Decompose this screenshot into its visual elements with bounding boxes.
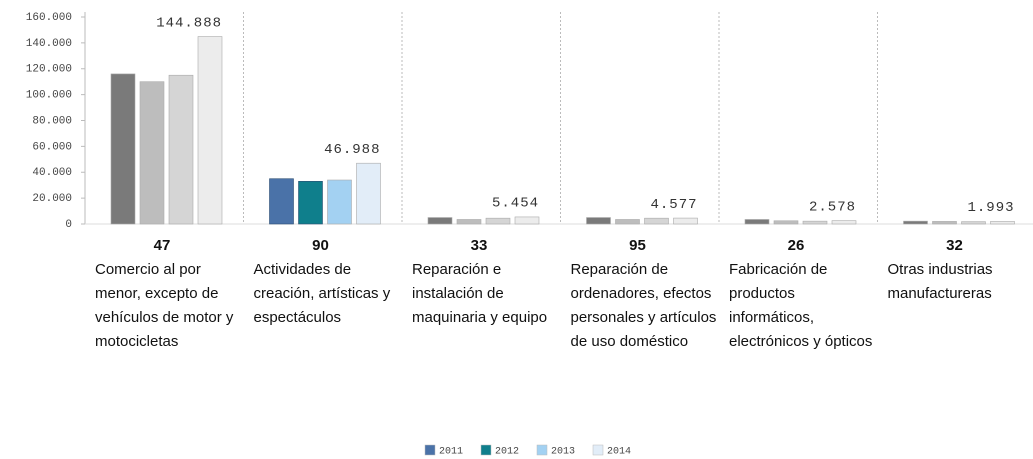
bar: [110, 73, 136, 225]
legend-swatch: [424, 444, 436, 456]
category-description: Comercio al por menor, excepto de vehícu…: [95, 261, 234, 350]
legend-label: 2014: [607, 447, 631, 458]
y-tick-label: 40.000: [32, 167, 72, 179]
category-description: Reparación e instalación de maquinaria y…: [412, 261, 548, 326]
y-tick-label: 80.000: [32, 115, 72, 127]
bar: [356, 162, 381, 225]
bar: [427, 217, 453, 225]
legend-label: 2011: [439, 447, 463, 458]
y-tick-label: 100.000: [26, 90, 72, 102]
bar: [168, 74, 194, 225]
bar: [932, 221, 957, 225]
bar: [514, 216, 540, 225]
category-code: 90: [312, 237, 329, 254]
y-tick-label: 160.000: [26, 12, 72, 24]
bar: [744, 219, 770, 225]
bar: [197, 36, 223, 225]
y-tick-label: 120.000: [26, 64, 72, 76]
bar: [961, 221, 986, 225]
value-label: 46.988: [324, 142, 380, 158]
legend-swatch: [480, 444, 492, 456]
bar: [269, 178, 294, 225]
category-code: 33: [470, 237, 488, 254]
category-description: Otras industrias manufactureras: [887, 261, 993, 302]
bar: [615, 219, 640, 225]
category-description: Fabricación de productos informáticos, e…: [729, 261, 873, 350]
legend-swatch: [592, 444, 604, 456]
category-description: Reparación de ordenadores, efectos perso…: [570, 261, 717, 350]
bar: [586, 217, 611, 225]
bar: [831, 220, 857, 225]
bar: [990, 221, 1015, 225]
category-code: 47: [153, 237, 171, 254]
category-code: 26: [787, 237, 805, 254]
y-tick-label: 140.000: [26, 38, 72, 50]
bar: [298, 181, 323, 225]
category-code: 32: [946, 237, 963, 254]
legend-label: 2012: [495, 447, 519, 458]
y-tick-label: 20.000: [32, 193, 72, 205]
bar: [456, 219, 482, 225]
bar: [802, 220, 828, 225]
category-code: 95: [629, 237, 646, 254]
legend-swatch: [536, 444, 548, 456]
bar: [773, 220, 799, 225]
bar: [327, 179, 352, 225]
y-tick-label: 60.000: [32, 141, 72, 153]
bar: [673, 217, 698, 225]
bar: [903, 220, 928, 225]
value-label: 2.578: [809, 199, 856, 215]
category-description: Actividades de creación, artísticas y es…: [253, 261, 391, 326]
value-label: 1.993: [967, 200, 1014, 216]
bar: [485, 217, 511, 225]
value-label: 5.454: [492, 196, 539, 212]
value-label: 144.888: [156, 15, 222, 31]
legend-label: 2013: [551, 447, 575, 458]
bar: [644, 217, 669, 225]
value-label: 4.577: [650, 197, 697, 213]
bar: [139, 81, 165, 225]
y-tick-label: 0: [65, 219, 72, 231]
